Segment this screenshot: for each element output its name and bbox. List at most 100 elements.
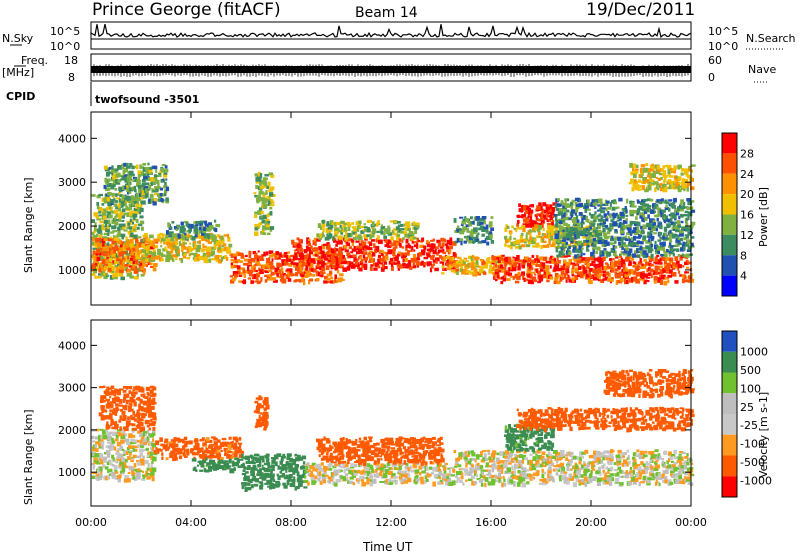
heat-cell xyxy=(396,234,401,237)
heat-cell xyxy=(555,268,561,272)
heat-cell xyxy=(650,253,654,259)
heat-cell xyxy=(433,245,436,249)
heat-cell xyxy=(159,449,163,452)
heat-cell xyxy=(133,165,137,169)
heat-cell xyxy=(496,275,500,279)
heat-cell xyxy=(675,260,680,265)
heat-cell xyxy=(590,220,595,224)
heat-cell xyxy=(379,471,383,477)
heat-cell xyxy=(217,246,222,250)
heat-cell xyxy=(146,245,149,249)
heat-cell xyxy=(269,206,273,210)
heat-cell xyxy=(254,211,260,215)
heat-cell xyxy=(113,203,118,207)
heat-cell xyxy=(657,187,660,191)
heat-cell xyxy=(679,257,683,261)
heat-cell xyxy=(166,230,169,235)
heat-cell xyxy=(320,250,325,255)
heat-cell xyxy=(531,204,535,208)
heat-cell xyxy=(177,233,181,238)
heat-cell xyxy=(581,243,584,247)
heat-cell xyxy=(670,204,673,208)
heat-cell xyxy=(684,185,688,189)
heat-cell xyxy=(671,205,676,209)
heat-cell xyxy=(285,461,289,464)
heat-cell xyxy=(677,185,683,188)
heat-cell xyxy=(192,243,196,247)
heat-cell xyxy=(558,234,563,239)
heat-cell xyxy=(112,421,117,425)
heat-cell xyxy=(218,258,222,264)
heat-cell xyxy=(679,229,684,234)
heat-cell xyxy=(423,262,427,265)
heat-cell xyxy=(546,271,549,276)
heat-cell xyxy=(629,220,633,226)
heat-cell xyxy=(678,215,681,220)
heat-cell xyxy=(668,236,672,241)
heat-cell xyxy=(117,233,123,237)
heat-cell xyxy=(586,244,589,247)
heat-cell xyxy=(588,280,593,285)
heat-cell xyxy=(381,264,385,269)
heat-cell xyxy=(404,257,408,262)
heat-cell xyxy=(139,445,145,448)
heat-cell xyxy=(518,208,524,213)
heat-cell xyxy=(98,193,103,197)
heat-cell xyxy=(656,181,659,186)
heat-cell xyxy=(551,219,555,222)
heat-cell xyxy=(552,256,555,259)
heat-cell xyxy=(632,167,635,172)
heat-cell xyxy=(528,208,532,213)
heat-cell xyxy=(594,265,598,269)
heat-cell xyxy=(529,223,533,228)
heat-cell xyxy=(659,269,664,274)
heat-cell xyxy=(126,165,131,169)
heat-cell xyxy=(120,203,124,208)
heat-cell xyxy=(118,218,122,222)
heat-cell xyxy=(131,400,135,403)
heat-cell xyxy=(557,244,560,249)
heat-cell xyxy=(429,247,434,252)
heat-cell xyxy=(362,253,366,259)
heat-cell xyxy=(334,277,337,283)
heat-cell xyxy=(680,237,684,242)
heat-cell xyxy=(135,246,139,252)
heat-cell xyxy=(226,247,231,252)
heat-cell xyxy=(575,241,578,244)
heat-cell xyxy=(379,249,384,253)
heat-cell xyxy=(651,182,654,185)
heat-cell xyxy=(639,245,643,251)
heat-cell xyxy=(455,265,459,269)
heat-cell xyxy=(152,456,157,462)
heat-cell xyxy=(629,248,633,253)
heat-cell xyxy=(189,448,193,454)
heat-cell xyxy=(214,219,217,223)
heat-cell xyxy=(368,242,373,247)
heat-cell xyxy=(360,470,363,475)
heat-cell xyxy=(202,237,207,241)
heat-cell xyxy=(395,232,398,237)
heat-cell xyxy=(133,215,136,221)
heat-cell xyxy=(286,275,290,278)
heat-cell xyxy=(599,204,603,210)
heat-cell xyxy=(594,273,599,277)
heat-cell xyxy=(231,277,236,282)
heat-cell xyxy=(222,441,227,446)
heat-cell xyxy=(135,469,139,473)
heat-cell xyxy=(647,204,652,208)
heat-cell xyxy=(602,278,607,281)
heat-cell xyxy=(228,458,232,464)
heat-cell xyxy=(582,215,586,220)
heat-cell xyxy=(615,212,618,217)
heat-cell xyxy=(595,239,599,242)
heat-cell xyxy=(560,277,565,280)
heat-cell xyxy=(460,264,463,269)
heat-cell xyxy=(288,469,293,473)
heat-cell xyxy=(120,266,125,270)
heat-cell xyxy=(136,409,140,414)
heat-cell xyxy=(319,226,323,230)
heat-cell xyxy=(647,249,652,254)
heat-cell xyxy=(311,480,316,485)
heat-cell xyxy=(123,174,129,177)
heat-cell xyxy=(431,254,435,258)
